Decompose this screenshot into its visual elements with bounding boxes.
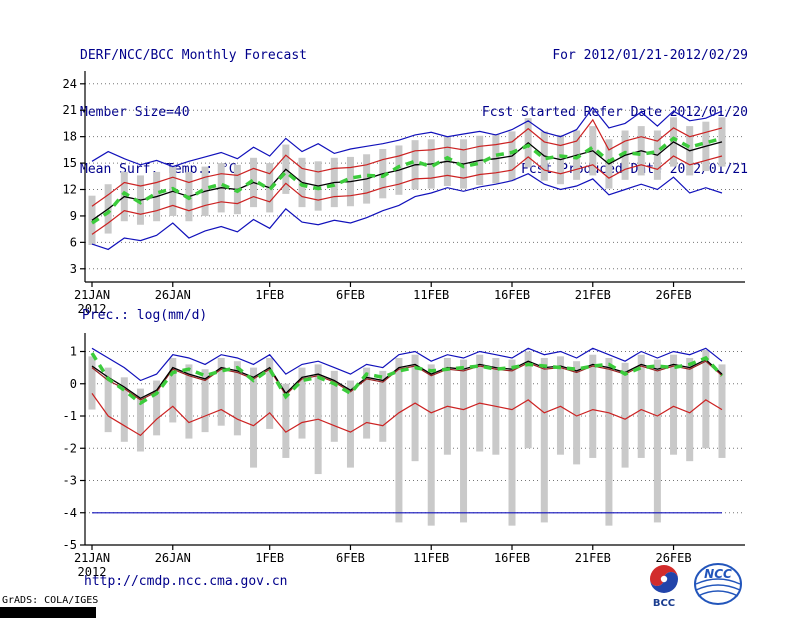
bcc-logo-label: BCC [653,598,675,608]
ensemble-member-spread [605,357,613,526]
grads-footer-bar [0,607,96,618]
svg-text:6FEB: 6FEB [336,551,365,565]
ensemble-max-line [91,106,723,168]
ensemble-member-spread [201,369,209,433]
temperature-panel-title: Mean Surf. Temp.: °C [80,162,237,177]
svg-text:21: 21 [63,103,77,117]
ensemble-mean-line [91,358,723,400]
precipitation-panel-title: Prec.: log(mm/d) [82,308,208,323]
ensemble-member-spread [653,359,661,523]
page-title: DERF/NCC/BCC Monthly Forecast [80,48,307,63]
header-left: DERF/NCC/BCC Monthly Forecast Member Siz… [80,8,307,198]
ncc-logo: NCC [694,563,742,605]
svg-text:21FEB: 21FEB [575,551,611,565]
ensemble-member-spread [379,370,387,442]
ensemble-member-spread [233,361,241,436]
refer-date-label: Fcst Started Refer Date 2012/01/20 [481,105,748,120]
svg-text:2012: 2012 [78,302,107,316]
ensemble-member-spread [266,357,274,429]
ensemble-member-spread [556,356,564,455]
grads-credit-text: GrADS: COLA/IGES [2,595,99,606]
ensemble-member-spread [508,359,516,526]
svg-text:9: 9 [70,209,77,223]
svg-text:26JAN: 26JAN [155,551,191,565]
svg-text:-5: -5 [63,538,77,552]
ensemble-median-line [90,352,724,406]
ensemble-member-spread [621,362,629,468]
ensemble-member-spread [637,354,645,458]
svg-text:6FEB: 6FEB [336,288,365,302]
svg-text:26JAN: 26JAN [155,288,191,302]
svg-text:3: 3 [70,262,77,276]
svg-text:24: 24 [63,77,77,91]
svg-text:11FEB: 11FEB [413,288,449,302]
svg-text:18: 18 [63,130,77,144]
ensemble-member-spread [395,357,403,523]
ensemble-member-spread [136,388,144,452]
ensemble-member-spread [346,380,354,468]
ensemble-member-spread [282,383,290,458]
ensemble-min-line [91,173,723,251]
ensemble-member-spread [169,357,177,423]
ensemble-member-spread [104,367,112,433]
ensemble-member-spread [411,354,419,462]
ensemble-member-spread [250,367,258,468]
bcc-logo: BCC [650,565,678,608]
ensemble-member-spread [718,364,726,458]
lower-spread-line [91,393,723,437]
svg-text:-4: -4 [63,506,77,520]
svg-text:26FEB: 26FEB [655,288,691,302]
svg-text:21JAN: 21JAN [74,551,110,565]
svg-text:1: 1 [70,345,77,359]
upper-spread-line [91,118,723,207]
svg-text:26FEB: 26FEB [655,551,691,565]
svg-text:6: 6 [70,235,77,249]
ensemble-member-spread [589,354,597,458]
svg-text:-1: -1 [63,409,77,423]
ensemble-member-spread [88,195,96,246]
ensemble-member-spread [330,370,338,442]
lower-spread-line [91,155,723,235]
svg-text:1FEB: 1FEB [255,288,284,302]
ensemble-member-spread [298,367,306,439]
ensemble-member-spread [217,357,225,426]
ensemble-member-spread [686,357,694,462]
svg-text:11FEB: 11FEB [413,551,449,565]
ensemble-member-spread [670,354,678,455]
svg-text:15: 15 [63,156,77,170]
svg-text:16FEB: 16FEB [494,551,530,565]
forecast-range-label: For 2012/01/21-2012/02/29 [552,48,748,63]
svg-text:1FEB: 1FEB [255,551,284,565]
ensemble-member-spread [88,356,96,410]
ensemble-member-spread [153,380,161,436]
ensemble-member-spread [540,357,548,523]
ensemble-member-spread [427,364,435,526]
ensemble-member-spread [185,364,193,439]
svg-text:2012: 2012 [78,565,107,579]
ensemble-member-spread [460,359,468,523]
ensemble-median-line [91,136,723,225]
svg-text:12: 12 [63,183,77,197]
website-url-text: http://cmdp.ncc.cma.gov.cn [84,574,288,589]
svg-text:0: 0 [70,377,77,391]
ensemble-member-spread [363,367,371,439]
ensemble-max-line [91,347,723,382]
svg-text:-2: -2 [63,441,77,455]
member-size-label: Member Size=40 [80,105,190,120]
svg-text:21FEB: 21FEB [575,288,611,302]
svg-text:-3: -3 [63,474,77,488]
ncc-logo-label: NCC [704,567,732,581]
svg-text:21JAN: 21JAN [74,288,110,302]
ensemble-member-spread [120,377,128,442]
ensemble-member-spread [573,361,581,465]
svg-text:16FEB: 16FEB [494,288,530,302]
ensemble-member-spread [702,349,710,449]
